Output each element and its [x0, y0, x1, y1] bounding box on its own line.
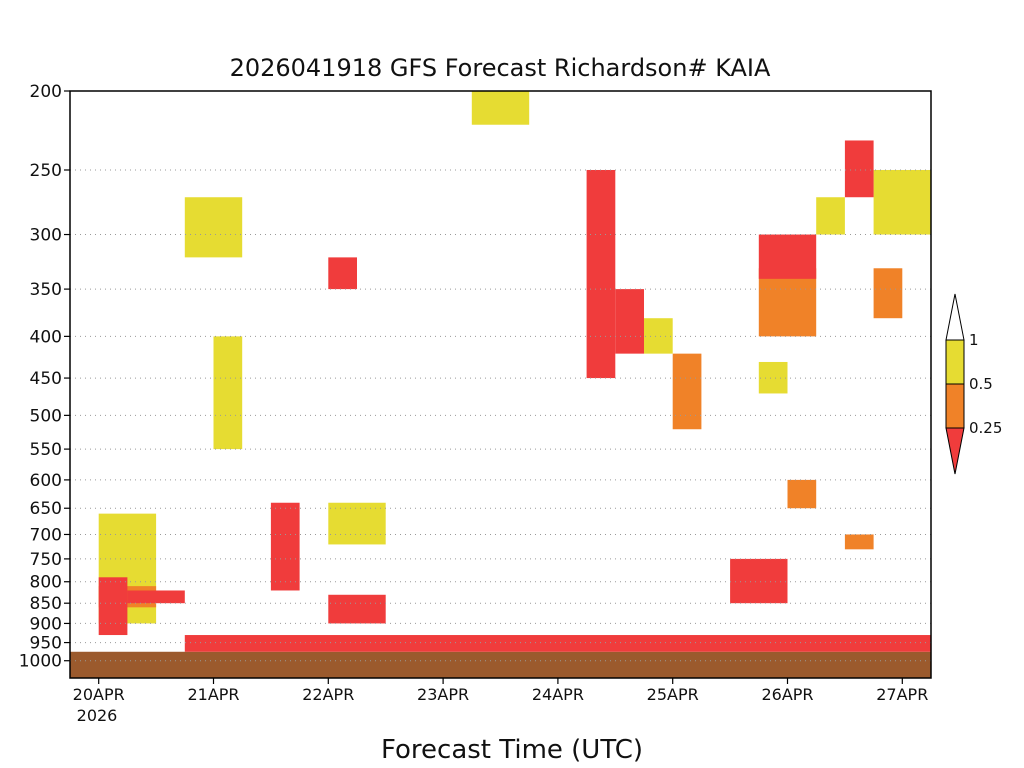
ri-cell: [270, 502, 300, 591]
y-tick-label: 900: [30, 614, 62, 634]
legend-label: 0.25: [969, 419, 1002, 437]
ri-cell: [787, 479, 817, 509]
x-year-label: 2026: [77, 706, 118, 725]
chart-title: 2026041918 GFS Forecast Richardson# KAIA: [230, 54, 771, 82]
grid-lines: [70, 169, 931, 662]
x-tick-label: 23APR: [417, 685, 469, 704]
ri-cell: [615, 289, 644, 354]
ri-cell: [730, 558, 788, 604]
y-tick-label: 950: [30, 634, 62, 654]
x-axis-label: Forecast Time (UTC): [381, 735, 643, 765]
ri-cell: [586, 169, 616, 379]
legend: 1 0.5 0.25: [945, 293, 1002, 475]
ri-cell: [328, 257, 357, 290]
y-tick-label: 200: [30, 82, 62, 102]
legend-swatch: [945, 339, 965, 385]
y-tick-label: 800: [30, 573, 62, 593]
legend-swatch: [945, 383, 965, 429]
ri-cell: [127, 590, 185, 604]
ri-cell: [184, 635, 932, 652]
y-tick-label: 650: [30, 499, 62, 519]
ri-cell: [844, 140, 874, 198]
y-tick-label: 600: [30, 471, 62, 491]
ri-cell: [471, 91, 530, 125]
ri-cell: [328, 502, 386, 545]
ri-cell: [184, 197, 243, 258]
legend-swatch: [945, 427, 965, 475]
ri-cell: [213, 336, 243, 450]
y-tick-label: 750: [30, 550, 62, 570]
ri-cell: [758, 268, 817, 337]
y-tick-label: 550: [30, 440, 62, 460]
ri-cell: [844, 534, 874, 550]
legend-label: 1: [969, 331, 979, 349]
x-tick-label: 25APR: [647, 685, 699, 704]
y-tick-label: 300: [30, 226, 62, 246]
y-tick-label: 450: [30, 369, 62, 389]
x-tick-label: 26APR: [761, 685, 813, 704]
ri-cell: [758, 361, 788, 394]
y-tick-label: 1000: [19, 652, 62, 672]
ri-cell: [873, 268, 903, 319]
plot-frame: [69, 90, 932, 679]
ri-cell: [816, 197, 845, 235]
ri-cell: [98, 577, 128, 636]
ri-cell: [644, 318, 673, 354]
ri-cell: [672, 353, 702, 430]
legend-label: 0.5: [969, 375, 993, 393]
legend-swatch: [945, 293, 965, 341]
ri-cell: [758, 234, 817, 279]
x-tick-label: 24APR: [532, 685, 584, 704]
ground-band: [70, 651, 931, 678]
y-tick-label: 500: [30, 406, 62, 426]
x-axis: 20APR 21APR 22APR 23APR 24APR 25APR 26APR 27APR: [73, 678, 928, 704]
y-tick-label: 700: [30, 525, 62, 545]
y-tick-label: 350: [30, 280, 62, 300]
y-axis: 200 250 300 350 400 450 500 550 600 650 700 750 8008…: [19, 82, 70, 672]
x-tick-label: 21APR: [187, 685, 239, 704]
x-tick-label: 27APR: [876, 685, 928, 704]
x-tick-label: 22APR: [302, 685, 354, 704]
y-tick-label: 250: [30, 161, 62, 181]
y-tick-label: 850: [30, 594, 62, 614]
plot-area: [70, 91, 932, 678]
ri-cell: [328, 594, 386, 624]
x-tick-label: 20APR: [73, 685, 125, 704]
ri-cell: [873, 169, 931, 235]
y-tick-label: 400: [30, 327, 62, 347]
